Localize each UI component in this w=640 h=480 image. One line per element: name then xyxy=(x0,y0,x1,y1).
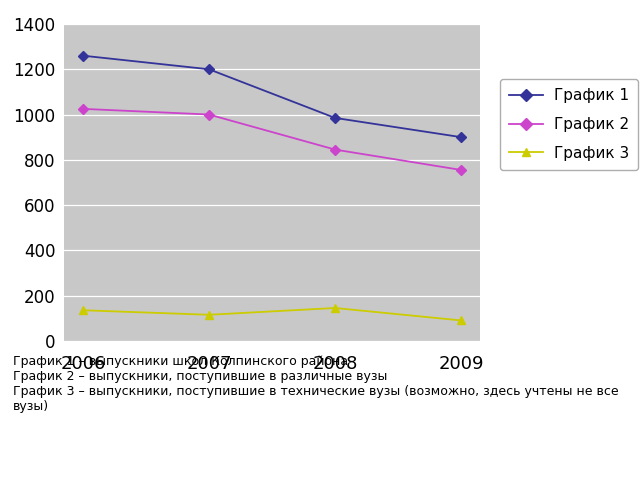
Text: График 1 – выпускники школ Колпинского района
График 2 – выпускники, поступившие: График 1 – выпускники школ Колпинского р… xyxy=(13,355,618,413)
Legend: График 1, График 2, График 3: График 1, График 2, График 3 xyxy=(500,79,638,170)
